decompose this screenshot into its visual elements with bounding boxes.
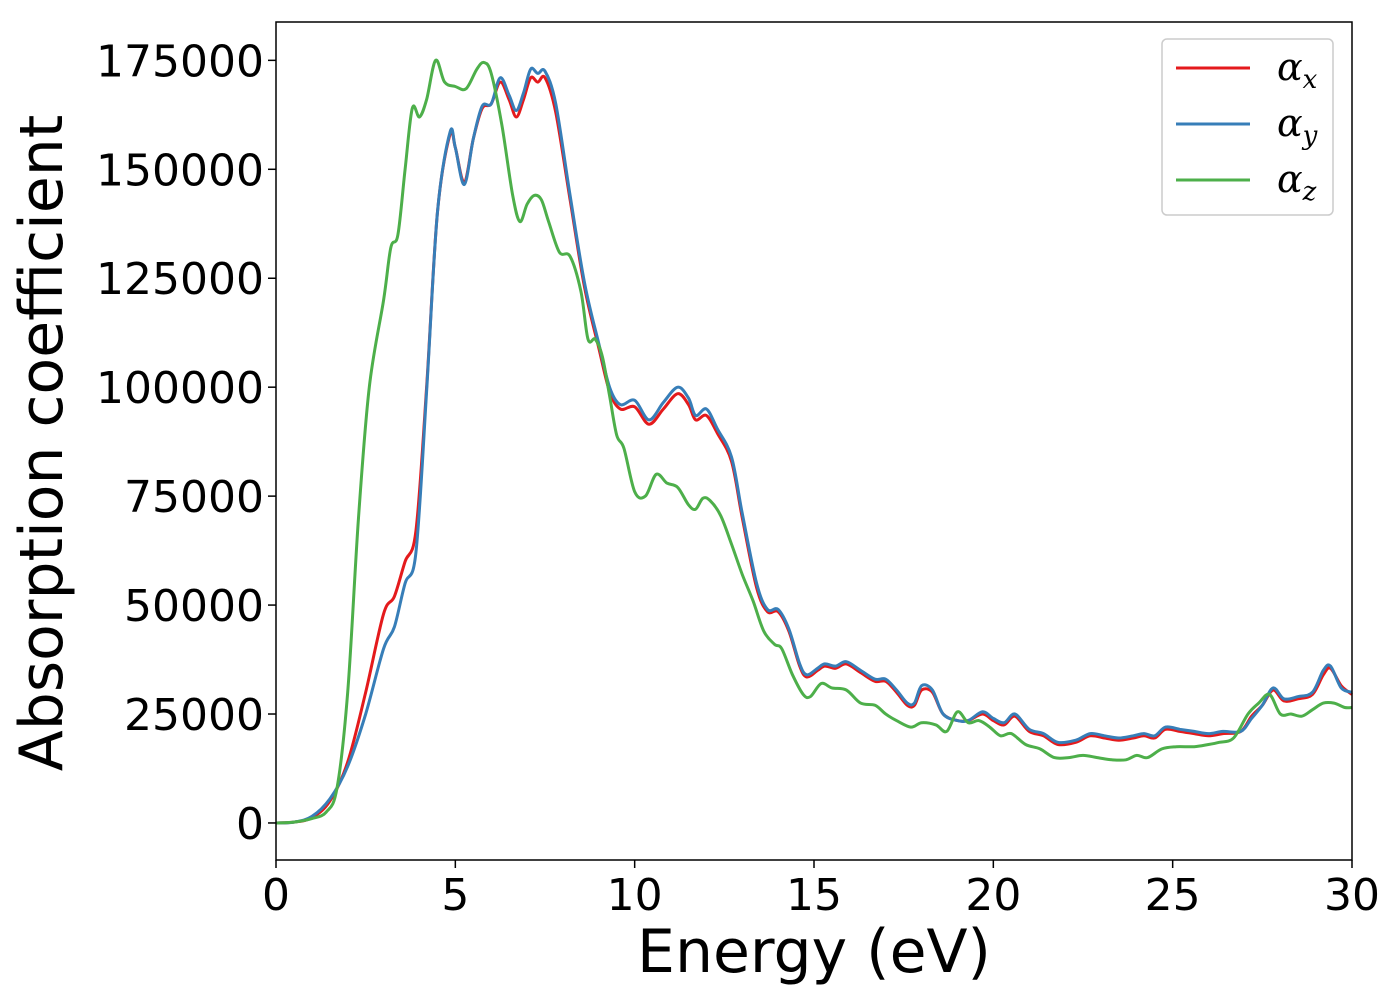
x-tick-label: 30: [1324, 870, 1380, 921]
legend-box: [1161, 38, 1334, 216]
y-tick-label: 0: [236, 799, 264, 850]
y-tick-label: 25000: [124, 690, 264, 741]
legend: αx αy αz: [1161, 38, 1334, 216]
legend-label-alpha-z: αz: [1277, 157, 1317, 207]
y-tick-label: 125000: [96, 254, 264, 305]
x-tick-label: 20: [965, 870, 1021, 921]
series-layer: [275, 58, 1353, 825]
x-axis-label: Energy (eV): [637, 917, 991, 987]
series-line-alpha-y: [275, 66, 1353, 825]
legend-label-alpha-x: αx: [1277, 45, 1318, 95]
x-tick-label: 10: [607, 870, 663, 921]
x-tick-label: 15: [786, 870, 842, 921]
x-tick-label: 0: [262, 870, 290, 921]
y-axis-label: Absorption coefficient: [7, 115, 77, 772]
y-tick-label: 50000: [124, 581, 264, 632]
x-axis: 0 5 10 15 20 25 30: [262, 860, 1380, 921]
y-axis: 0 25000 50000 75000 100000 125000 150000 175000: [96, 36, 276, 850]
x-tick-label: 5: [441, 870, 469, 921]
y-tick-label: 175000: [96, 36, 264, 87]
legend-label-alpha-y: αy: [1277, 101, 1318, 151]
y-tick-label: 75000: [124, 472, 264, 523]
y-tick-label: 150000: [96, 145, 264, 196]
series-line-alpha-z: [275, 58, 1353, 825]
y-tick-label: 100000: [96, 363, 264, 414]
x-tick-label: 25: [1145, 870, 1201, 921]
